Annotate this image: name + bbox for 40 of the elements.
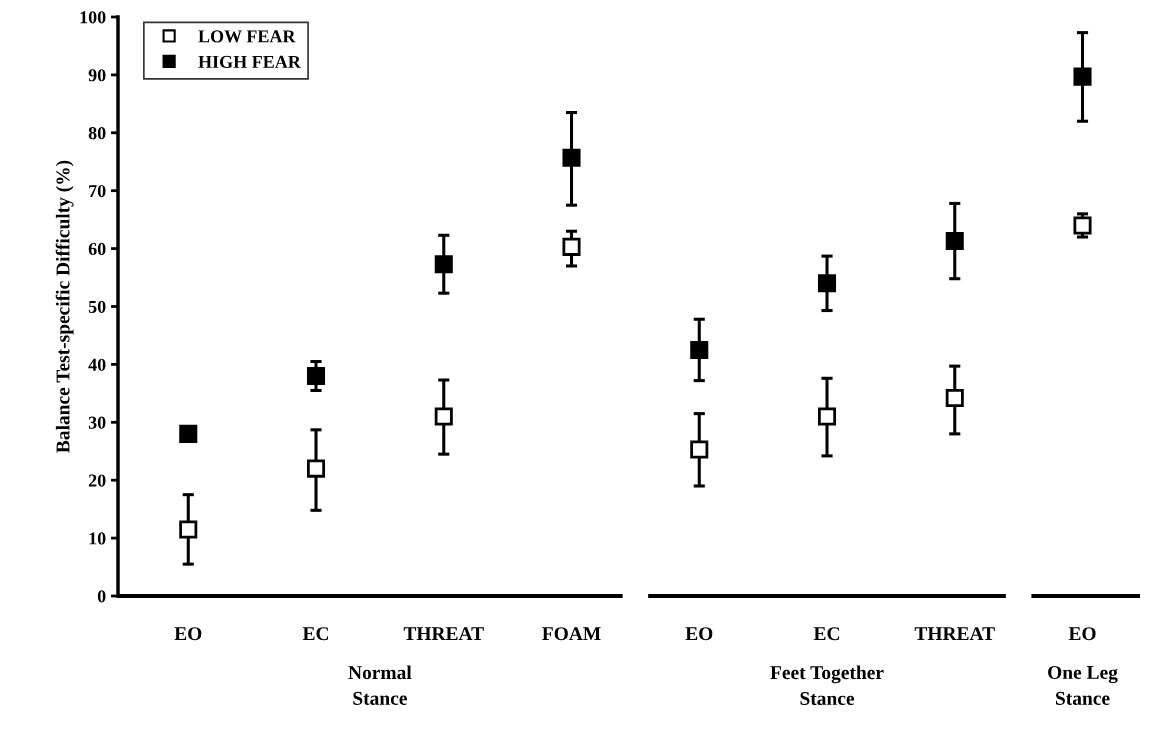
y-tick-label: 70 xyxy=(89,184,106,198)
text: One Leg Stance xyxy=(1048,665,1118,705)
point xyxy=(562,237,581,256)
point xyxy=(306,459,326,478)
y-tick-label: 0 xyxy=(97,590,106,603)
point xyxy=(690,440,709,459)
y-tick-label: 100 xyxy=(80,11,106,24)
x-tick-label: EC xyxy=(813,627,840,641)
text: Feet Together Stance xyxy=(770,665,884,706)
legend-label: HIGH FEAR xyxy=(198,55,301,68)
point xyxy=(434,407,453,426)
y-tick-label: 20 xyxy=(88,474,106,487)
y-axis-title: Balance Test-specific Difficulty (%) xyxy=(55,160,74,453)
y-tick-label: 10 xyxy=(89,532,106,545)
point xyxy=(690,340,709,359)
point xyxy=(817,407,837,426)
x-tick-label: EO xyxy=(174,627,202,641)
x-tick-label: THREAT xyxy=(403,627,484,641)
x-tick-label: EO xyxy=(685,627,713,641)
x-tick-label: THREAT xyxy=(914,627,995,641)
point xyxy=(179,520,198,539)
point xyxy=(179,424,198,443)
y-tick-label: 30 xyxy=(88,416,106,429)
point xyxy=(562,148,581,167)
point xyxy=(945,232,964,251)
y-tick-label: 40 xyxy=(88,358,106,371)
x-tick-label: EO xyxy=(1068,627,1096,641)
y-tick-label: 90 xyxy=(88,69,106,82)
point xyxy=(1073,67,1092,86)
point xyxy=(306,366,326,386)
point xyxy=(945,388,964,408)
legend-label: LOW FEAR xyxy=(198,30,296,43)
point xyxy=(434,255,453,274)
y-tick-label: 50 xyxy=(88,300,106,313)
text: Normal Stance xyxy=(348,665,412,705)
x-tick-label: EC xyxy=(302,627,329,641)
y-tick-label: 80 xyxy=(88,127,106,140)
y-tick-label: 60 xyxy=(88,242,106,256)
point xyxy=(817,274,837,293)
x-tick-label: FOAM xyxy=(542,627,601,641)
